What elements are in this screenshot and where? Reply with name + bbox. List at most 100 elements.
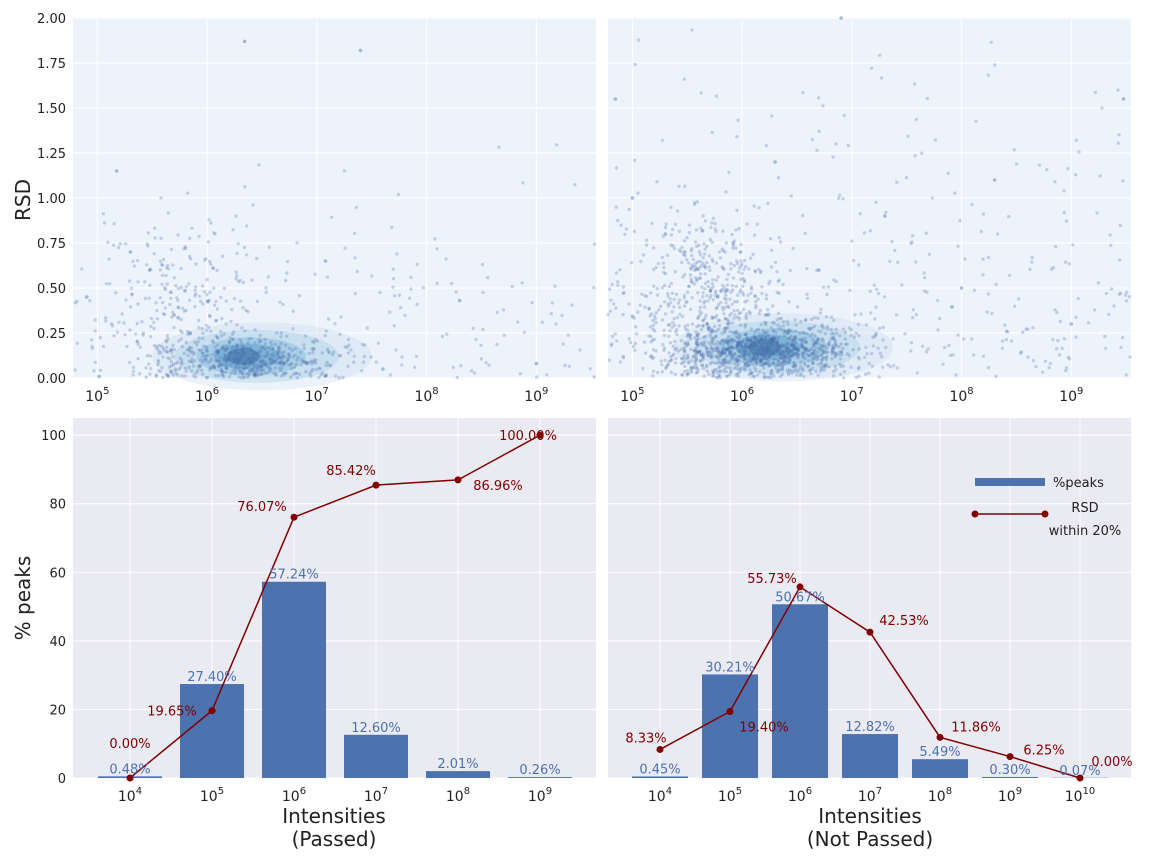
- top-right-scatter-point: [1003, 323, 1007, 327]
- top-right-scatter-point: [972, 288, 977, 292]
- top-right-scatter-point: [777, 235, 781, 240]
- top-right-scatter-point: [876, 346, 880, 350]
- top-right-scatter-point: [720, 265, 724, 269]
- top-left-scatter-point: [168, 357, 172, 361]
- top-right-scatter-point: [914, 117, 918, 122]
- top-right-scatter-point: [677, 324, 681, 328]
- top-right-scatter-point: [695, 324, 699, 329]
- top-left-scatter-point: [323, 374, 328, 378]
- top-right-scatter-point: [1119, 291, 1123, 295]
- top-left-scatter-point: [90, 344, 95, 349]
- top-right-scatter-point: [647, 306, 651, 311]
- top-left-scatter-point: [152, 251, 156, 256]
- top-left-scatter-point: [261, 367, 266, 372]
- top-left-scatter-point: [277, 352, 281, 356]
- top-right-scatter-point: [826, 342, 831, 346]
- top-right-scatter-point: [800, 342, 804, 347]
- top-right-scatter-point: [701, 291, 705, 295]
- top-right-scatter-point: [670, 310, 674, 314]
- bottom-right-rsd-label: 8.33%: [625, 731, 666, 746]
- top-right-scatter-point: [689, 249, 693, 253]
- top-right-scatter-point: [686, 372, 690, 376]
- top-right-scatter-point: [714, 346, 718, 351]
- top-right-scatter-point: [877, 375, 881, 379]
- top-right-scatter-point: [769, 375, 773, 380]
- top-right-scatter-point: [776, 279, 780, 284]
- top-right-scatter-point: [694, 278, 699, 283]
- top-right-scatter-point: [745, 360, 750, 364]
- top-right-scatter-point: [701, 352, 705, 356]
- top-left-scatter-point: [326, 317, 331, 321]
- top-right-scatter-point: [610, 342, 614, 346]
- top-right-scatter-point: [710, 316, 714, 321]
- top-left-scatter-point: [221, 345, 225, 349]
- top-left-scatter-point: [75, 341, 80, 345]
- top-right-scatter-point: [768, 237, 773, 241]
- top-right-scatter-point: [737, 270, 741, 274]
- top-left-scatter-point: [346, 351, 350, 355]
- top-left-scatter-point: [287, 356, 291, 360]
- top-right-scatter-point: [783, 355, 788, 359]
- top-left-scatter-point: [395, 252, 399, 256]
- top-left-scatter-point: [166, 373, 170, 377]
- top-left-scatter-point: [235, 363, 239, 367]
- top-right-scatter-point: [730, 346, 734, 350]
- top-right-scatter-point: [686, 355, 690, 359]
- top-right-scatter-point: [695, 267, 699, 271]
- top-right-scatter-point: [825, 292, 829, 297]
- top-left-scatter-point: [202, 344, 206, 348]
- top-right-scatter-point: [659, 359, 663, 363]
- top-right-scatter-point: [708, 237, 712, 242]
- top-left-scatter-point: [281, 361, 286, 366]
- top-right-scatter-point: [682, 293, 687, 298]
- top-left-scatter-point: [205, 375, 210, 380]
- top-right-scatter-point: [1074, 315, 1078, 320]
- top-left-scatter-point: [168, 302, 172, 307]
- top-right-scatter-point: [800, 344, 804, 349]
- top-right-scatter-point: [784, 356, 789, 361]
- top-right-scatter-point: [834, 331, 839, 336]
- top-right-scatter-point: [791, 342, 795, 346]
- top-left-scatter-point: [329, 363, 333, 368]
- top-left-scatter-point: [353, 256, 357, 260]
- top-left-scatter-point: [93, 318, 97, 322]
- top-left-scatter-point: [303, 360, 308, 365]
- top-right-scatter-point: [724, 348, 729, 352]
- top-left-scatter-point: [260, 346, 264, 350]
- top-right-scatter-point: [733, 331, 737, 335]
- top-right-scatter-point: [864, 372, 868, 376]
- top-left-scatter-point: [242, 361, 247, 365]
- top-right-scatter-point: [780, 354, 785, 358]
- top-right-scatter-point: [781, 319, 786, 324]
- top-right-scatter-point: [631, 344, 635, 349]
- top-left-scatter-point: [157, 348, 161, 353]
- top-right-scatter-point: [614, 205, 618, 209]
- top-right-scatter-point: [726, 320, 731, 324]
- top-right-scatter-point: [696, 336, 701, 341]
- top-left-scatter-point: [173, 367, 177, 371]
- top-right-scatter-point: [767, 354, 771, 358]
- top-left-scatter-point: [279, 362, 283, 366]
- top-right-scatter-point: [680, 373, 684, 377]
- top-left-scatter-point: [213, 359, 218, 363]
- top-right-scatter-point: [696, 351, 700, 355]
- top-right-scatter-point: [735, 135, 739, 139]
- top-left-scatter-point: [161, 355, 165, 359]
- top-right-scatter-point: [819, 354, 824, 358]
- top-right-scatter-point: [733, 300, 737, 304]
- top-right-scatter-point: [1066, 167, 1070, 171]
- top-left-scatter-point: [124, 298, 128, 302]
- top-right-scatter-point: [758, 270, 763, 275]
- top-right-scatter-point: [772, 328, 776, 332]
- top-right-scatter-point: [737, 350, 741, 354]
- top-right-scatter-point: [979, 229, 983, 234]
- top-right-scatter-point: [713, 368, 717, 372]
- top-right-scatter-point: [833, 339, 837, 343]
- top-left-scatter-point: [279, 350, 283, 354]
- top-left-scatter-point: [171, 263, 175, 267]
- top-left-scatter-point: [170, 347, 174, 351]
- top-right-scatter-point: [930, 196, 934, 200]
- top-right-scatter-point: [834, 351, 838, 356]
- top-right-scatter-point: [627, 337, 631, 341]
- top-left-scatter-point: [240, 348, 245, 352]
